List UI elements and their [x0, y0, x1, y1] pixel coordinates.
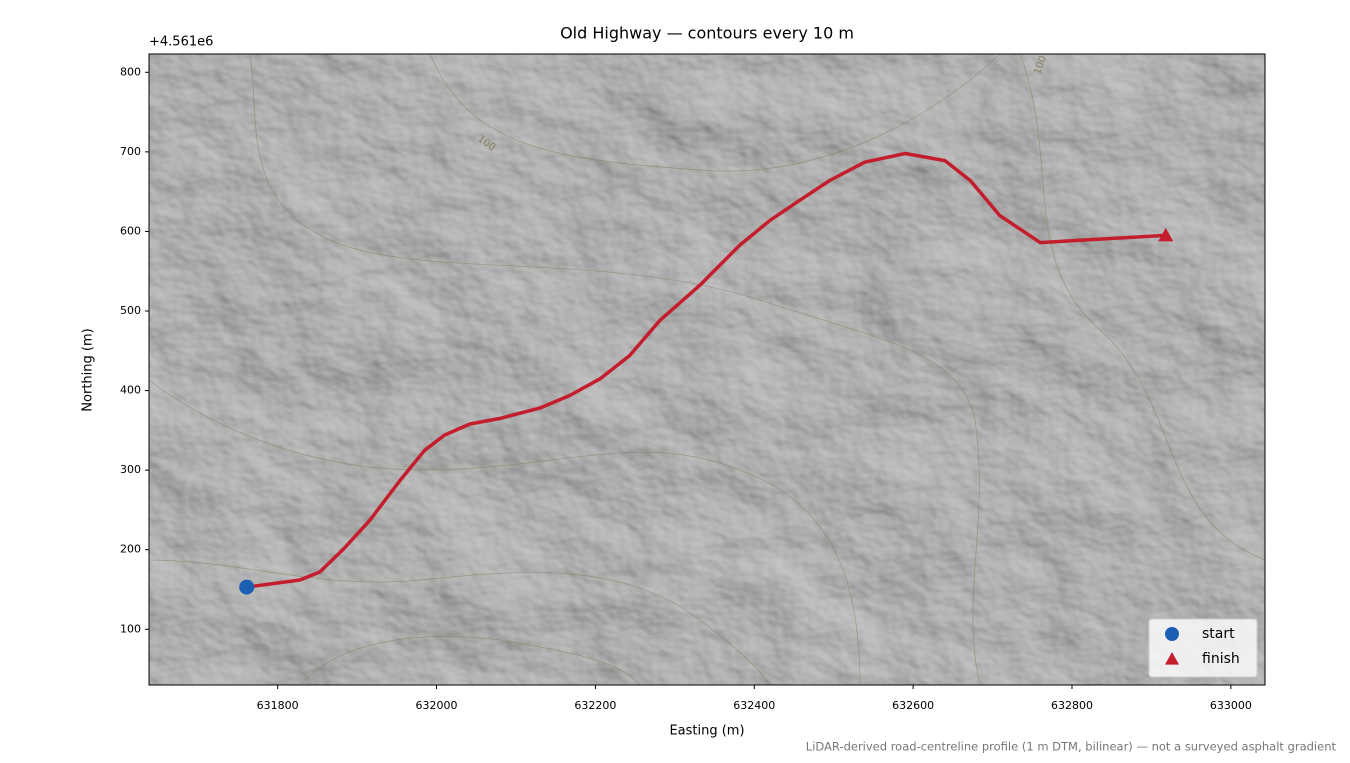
route-line: [244, 151, 1168, 589]
marker-circle: [239, 579, 255, 595]
contours: [149, 54, 1265, 685]
y-tick-label: 300: [120, 463, 141, 476]
x-tick-label: 632800: [1051, 699, 1093, 712]
chart-title: Old Highway — contours every 10 m: [560, 24, 854, 43]
legend-label: finish: [1202, 651, 1240, 667]
legend-label: start: [1202, 626, 1235, 642]
hillshade: [149, 54, 1265, 685]
y-axis-label: Northing (m): [81, 328, 96, 411]
x-tick-label: 632600: [892, 699, 934, 712]
y-tick-label: 100: [120, 622, 141, 635]
plot-frame: [148, 53, 1266, 686]
footnote: LiDAR-derived road-centreline profile (1…: [806, 740, 1337, 754]
marker-triangle: [1158, 227, 1174, 242]
x-tick-label: 632000: [416, 699, 458, 712]
marker-circle: [1165, 627, 1179, 641]
y-tick-label: 600: [120, 224, 141, 237]
x-tick-label: 632400: [733, 699, 775, 712]
x-axis-label: Easting (m): [669, 724, 744, 739]
y-tick-label: 500: [120, 304, 141, 317]
y-tick-label: 700: [120, 145, 141, 158]
y-tick-label: 800: [120, 65, 141, 78]
y-offset-label: +4.561e6: [149, 35, 213, 50]
x-tick-label: 633000: [1210, 699, 1252, 712]
y-tick-label: 400: [120, 384, 141, 397]
x-tick-label: 632200: [574, 699, 616, 712]
x-tick-label: 631800: [257, 699, 299, 712]
marker-triangle: [1165, 652, 1179, 665]
y-tick-label: 200: [120, 543, 141, 556]
